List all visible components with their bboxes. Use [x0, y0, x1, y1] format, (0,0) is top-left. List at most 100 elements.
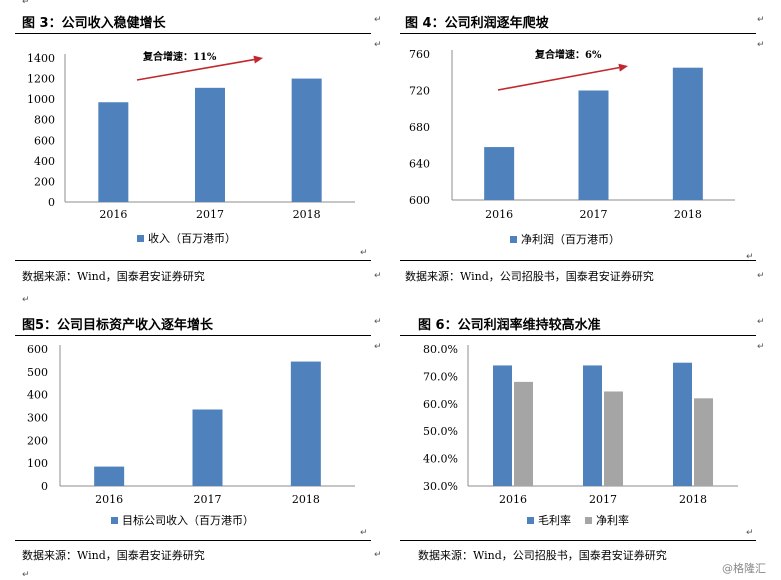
y-tick-label: 400	[27, 389, 48, 402]
figure-4-source: 数据来源：Wind，公司招股书，国泰君安证券研究	[405, 270, 654, 283]
growth-arrow-head	[618, 63, 628, 72]
figure-4-bottom-rule	[400, 260, 756, 261]
figure-4-title: 图 4：公司利润逐年爬坡	[405, 16, 549, 31]
figure-4-chart: 600 640 680 720 760 2016 2017 2018 净利润（百万港币） 复合增速…	[409, 48, 735, 246]
y-tick-label: 0	[41, 480, 48, 493]
bar-2018-series-0	[672, 67, 703, 200]
y-tick-label: 760	[409, 48, 430, 61]
figure-3-title: 图 3：公司收入稳健增长	[22, 16, 166, 31]
y-tick-label: 200	[34, 175, 55, 188]
figure-6-bottom-rule	[400, 540, 756, 541]
bar-2018-series-0	[290, 361, 321, 486]
paragraph-mark: ↵	[360, 528, 368, 538]
paragraph-mark: ↵	[22, 0, 30, 7]
bar-2016-series-1	[514, 381, 533, 486]
bar-2017-series-0	[192, 409, 223, 486]
growth-arrow-line	[497, 66, 620, 91]
y-tick-label: 600	[409, 194, 430, 207]
x-tick-label: 2017	[580, 208, 608, 221]
paragraph-mark: ↵	[360, 248, 368, 258]
paragraph-mark: ↵	[374, 342, 382, 352]
y-tick-label: 200	[27, 434, 48, 447]
y-tick-label: 40.0%	[423, 453, 458, 466]
bar-2016-series-0	[484, 147, 515, 200]
figure-6-title: 图 6：公司利润率维持较高水准	[418, 318, 601, 333]
bar-2018-series-1	[694, 398, 713, 486]
paragraph-mark: ↵	[22, 295, 30, 305]
legend-label: 毛利率	[538, 513, 571, 527]
figure-5-source: 数据来源：Wind，国泰君安证券研究	[22, 549, 205, 562]
legend-swatch	[585, 517, 592, 524]
figure-6-chart: 30.0% 40.0% 50.0% 60.0% 70.0% 80.0% 2016 2017 20…	[423, 343, 738, 527]
legend-label: 收入（百万港币）	[148, 231, 236, 245]
figure-3-source: 数据来源：Wind，国泰君安证券研究	[22, 270, 205, 283]
paragraph-mark: ↵	[374, 550, 382, 560]
y-tick-label: 70.0%	[423, 370, 458, 383]
figure-3-bottom-rule	[15, 260, 371, 261]
y-tick-label: 800	[34, 114, 55, 127]
x-tick-label: 2016	[499, 493, 527, 506]
figure-5-bottom-rule	[15, 540, 371, 541]
y-tick-label: 600	[34, 134, 55, 147]
y-tick-label: 720	[409, 85, 430, 98]
x-tick-label: 2016	[95, 493, 123, 506]
legend-label: 目标公司收入（百万港币）	[122, 513, 254, 527]
y-tick-label: 1400	[27, 52, 55, 65]
y-tick-label: 60.0%	[423, 398, 458, 411]
bar-2017-series-0	[578, 90, 609, 200]
growth-arrow-line	[136, 58, 255, 81]
bar-2016-series-0	[98, 102, 129, 202]
legend-swatch	[527, 517, 534, 524]
paragraph-mark: ↵	[757, 317, 765, 327]
bar-2017-series-1	[604, 391, 623, 486]
bar-2016-series-0	[94, 466, 125, 486]
y-tick-label: 0	[48, 196, 55, 209]
paragraph-mark: ↵	[374, 317, 382, 327]
y-tick-label: 50.0%	[423, 425, 458, 438]
bar-2018-series-0	[673, 362, 692, 486]
figure-5-title: 图5：公司目标资产收入逐年增长	[22, 318, 214, 333]
legend-swatch	[510, 236, 517, 243]
legend-label: 净利率	[596, 513, 629, 527]
figure-6-source: 数据来源：Wind，公司招股书，国泰君安证券研究	[418, 549, 667, 562]
paragraph-mark: ↵	[757, 271, 765, 281]
bar-2016-series-0	[493, 365, 512, 486]
paragraph-mark: ↵	[746, 528, 754, 538]
watermark-text: @格隆汇	[722, 562, 766, 575]
paragraph-mark: ↵	[757, 40, 765, 50]
x-tick-label: 2017	[194, 493, 222, 506]
legend-label: 净利润（百万港币）	[521, 232, 620, 246]
paragraph-mark: ↵	[746, 252, 754, 262]
x-tick-label: 2018	[679, 493, 707, 506]
y-tick-label: 680	[409, 121, 430, 134]
x-tick-label: 2016	[485, 208, 513, 221]
x-tick-label: 2017	[196, 208, 224, 221]
paragraph-mark: ↵	[374, 40, 382, 50]
figure-3-top-rule	[15, 33, 371, 34]
x-tick-label: 2018	[293, 208, 321, 221]
figure-6-top-rule	[400, 335, 756, 336]
y-tick-label: 1000	[27, 93, 55, 106]
cagr-annotation: 复合增速：6%	[534, 48, 602, 61]
x-tick-label: 2017	[589, 493, 617, 506]
figure-5-chart: 0 100 200 300 400 500 600 2016 2017 2018 目标公司收入（百万…	[27, 343, 355, 527]
y-tick-label: 100	[27, 457, 48, 470]
figure-4-top-rule	[400, 33, 756, 34]
bar-2017-series-0	[195, 87, 225, 202]
y-tick-label: 500	[27, 366, 48, 379]
cagr-annotation: 复合增速：11%	[142, 50, 217, 63]
y-tick-label: 600	[27, 343, 48, 356]
paragraph-mark: ↵	[374, 271, 382, 281]
y-tick-label: 300	[27, 412, 48, 425]
x-tick-label: 2018	[674, 208, 702, 221]
legend-swatch	[137, 235, 144, 242]
paragraph-mark: ↵	[374, 15, 382, 25]
y-tick-label: 80.0%	[423, 343, 458, 356]
y-tick-label: 30.0%	[423, 480, 458, 493]
x-tick-label: 2016	[99, 208, 127, 221]
y-tick-label: 400	[34, 155, 55, 168]
growth-arrow-head	[253, 55, 263, 64]
figure-3-chart: 0 200 400 600 800 1000 1200 1400 2016 2017 2018 收入（…	[27, 50, 355, 245]
bar-2017-series-0	[583, 365, 602, 486]
y-tick-label: 1200	[27, 73, 55, 86]
